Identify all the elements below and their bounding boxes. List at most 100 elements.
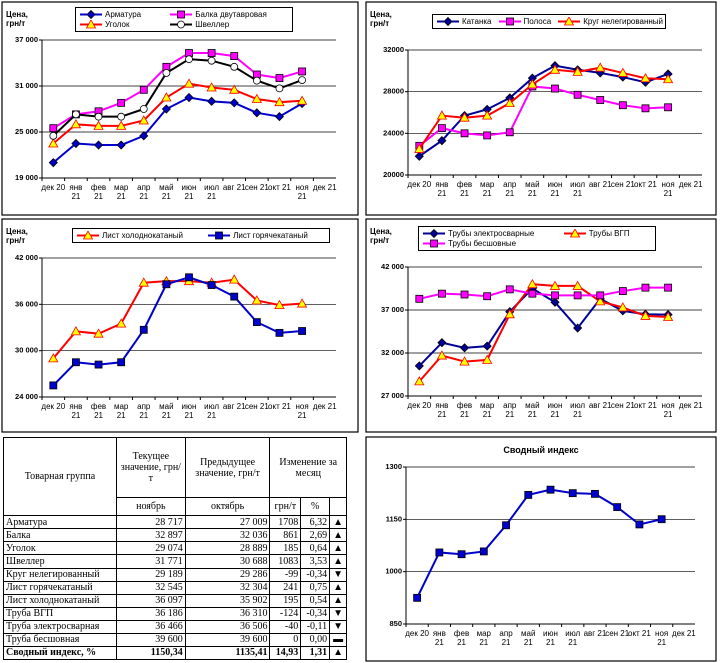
marker (573, 90, 582, 99)
y-tick-label: 28000 (383, 87, 404, 96)
marker (613, 503, 622, 512)
table-row: Арматура 28 717 27 009 1708 6,32 ▲ (3, 515, 347, 530)
x-tick-label: дек 21 (678, 180, 703, 189)
legend-item: Балка двутавровая (169, 10, 289, 19)
header-previous: Предыдущее значение, грн/т (184, 437, 271, 498)
marker (298, 67, 306, 76)
marker (460, 290, 469, 299)
x-tick-label: июн 21 (181, 183, 197, 201)
marker (481, 110, 493, 120)
header-previous-month: октябрь (184, 496, 271, 517)
legend: Арматура Балка двутавровая Уголок Швеллер (75, 7, 293, 32)
marker (527, 278, 538, 289)
marker (298, 76, 306, 84)
series-line (52, 82, 303, 145)
marker (459, 356, 470, 366)
chart-title: Сводный индекс (503, 445, 579, 455)
table-row: Труба бесшовная 39 600 39 600 0 0,00 ▬ (3, 632, 347, 647)
y-tick-label: 32 000 (381, 348, 404, 357)
row-trend: ▲ (329, 541, 347, 556)
marker (481, 354, 493, 364)
table-row: Уголок 29 074 28 889 185 0,64 ▲ (3, 541, 347, 556)
legend-item: Арматура (79, 10, 163, 19)
x-tick-label: июн 21 (547, 401, 563, 419)
row-previous: 27 009 (184, 515, 271, 530)
marker (635, 520, 644, 529)
row-change-pct: 0,64 (300, 541, 331, 556)
marker (640, 310, 651, 320)
legend-label: Круг нелегированный (583, 17, 664, 26)
row-previous: 30 688 (184, 554, 271, 569)
header-change-abs: грн/т (269, 496, 302, 517)
table-row: Труба электросварная 36 466 36 506 -40 -0,11… (3, 619, 347, 634)
row-change-pct: -0,34 (300, 567, 331, 582)
row-change-pct: 0,54 (300, 593, 331, 608)
marker (161, 104, 171, 114)
x-tick-label: фев 21 (90, 183, 107, 201)
row-change-pct: 0,75 (300, 580, 331, 595)
marker (70, 326, 82, 336)
legend-label: Полоса (523, 17, 552, 26)
marker (215, 231, 224, 240)
legend-label: Уголок (105, 20, 130, 29)
marker (551, 84, 559, 93)
marker (618, 287, 627, 295)
marker (505, 17, 514, 26)
legend-swatch (498, 17, 521, 26)
x-tick-label: июл 21 (570, 401, 586, 419)
marker (414, 376, 425, 386)
x-tick-label: апр 21 (503, 401, 517, 419)
x-tick-label: окт 21 (634, 180, 657, 189)
marker (640, 72, 651, 83)
marker (251, 93, 263, 103)
marker (435, 548, 444, 557)
marker (483, 131, 492, 140)
panel-frame (365, 436, 717, 662)
row-change-abs: -40 (269, 619, 302, 634)
row-group: Арматура (3, 515, 117, 530)
marker (413, 593, 422, 602)
legend-item: Трубы электросварные (422, 229, 557, 238)
x-tick-label: авг 21 (222, 402, 246, 411)
marker (207, 96, 217, 106)
row-current: 29 189 (116, 567, 186, 582)
x-tick-label: янв 21 (435, 180, 449, 198)
x-tick-label: мар 21 (476, 629, 491, 647)
x-tick-label: дек 21 (312, 402, 337, 411)
x-tick-label: янв 21 (435, 401, 449, 419)
x-tick-label: июн 21 (543, 629, 558, 647)
marker (564, 17, 575, 26)
marker (48, 138, 59, 148)
y-tick-label: 1150 (386, 514, 402, 523)
legend-label: Трубы ВГП (588, 229, 630, 238)
marker (139, 131, 149, 141)
marker (505, 128, 514, 137)
marker (177, 20, 186, 29)
row-change-pct: 3,53 (300, 554, 331, 569)
marker (482, 341, 492, 351)
marker (573, 323, 583, 333)
row-group: Балка (3, 528, 117, 543)
marker (117, 98, 126, 107)
row-trend: ▲ (329, 515, 347, 530)
row-trend: ▲ (329, 593, 347, 608)
marker (664, 283, 672, 292)
x-tick-label: авг 21 (588, 401, 612, 410)
row-trend: ▲ (329, 580, 347, 595)
x-tick-label: дек 20 (405, 629, 429, 638)
marker (85, 20, 97, 29)
marker (139, 325, 148, 334)
legend-swatch (423, 229, 445, 238)
marker (414, 151, 424, 161)
x-tick-label: май 21 (521, 629, 536, 647)
header-current: Текущее значение, грн/т (116, 437, 186, 498)
legend-item: Катанка (436, 17, 492, 26)
y-tick-label: 30 000 (15, 346, 38, 355)
marker (296, 95, 308, 105)
legend-label: Лист холоднокатаный (102, 231, 183, 240)
marker (298, 327, 306, 335)
row-previous: 36 310 (184, 606, 271, 621)
marker (82, 231, 94, 240)
legend-label: Трубы бесшовные (448, 239, 517, 248)
legend: Катанка Полоса Круг нелегированный (432, 14, 666, 29)
